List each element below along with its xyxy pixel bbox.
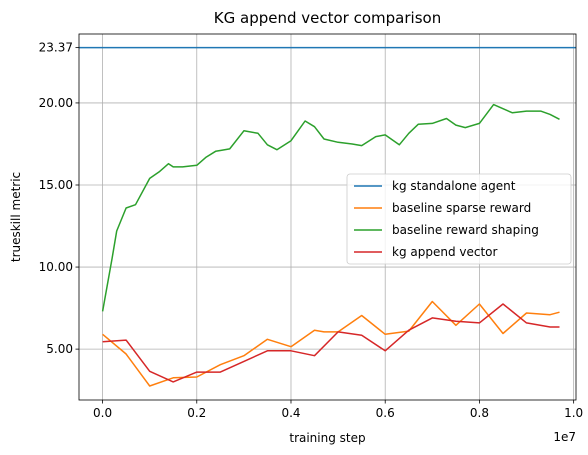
legend-label-baseline-sparse-reward: baseline sparse reward <box>392 201 531 215</box>
x-tick-label: 1.0 <box>564 406 583 420</box>
legend-label-kg-standalone-agent: kg standalone agent <box>392 179 516 193</box>
x-tick-label: 0.0 <box>93 406 112 420</box>
legend-label-kg-append-vector: kg append vector <box>392 245 498 259</box>
x-axis-label: training step <box>289 431 365 445</box>
x-tick-label: 0.2 <box>187 406 206 420</box>
y-axis-label: trueskill metric <box>9 172 23 262</box>
y-tick-label: 5.00 <box>46 342 73 356</box>
y-tick-label: 10.00 <box>39 260 73 274</box>
plot-frame <box>78 33 577 401</box>
series-line-kg-append-vector <box>102 303 560 383</box>
legend: kg standalone agent baseline sparse rewar… <box>346 173 572 265</box>
x-tick-label: 0.8 <box>470 406 489 420</box>
legend-label-baseline-reward-shaping: baseline reward shaping <box>392 223 539 237</box>
y-tick-label: 15.00 <box>39 178 73 192</box>
series-layer <box>79 46 576 387</box>
legend-frame <box>346 173 572 265</box>
y-tick-label: 23.37 <box>39 41 73 55</box>
tick-layer: 0.0 0.2 0.4 0.6 0.8 1.0 5.00 10.00 15.00 20.00 23.… <box>39 41 584 420</box>
chart-title: KG append vector comparison <box>214 9 441 27</box>
y-tick-label: 20.00 <box>39 96 73 110</box>
x-tick-label: 0.4 <box>281 406 300 420</box>
series-line-baseline-reward-shaping <box>101 103 560 312</box>
x-tick-label: 0.6 <box>376 406 395 420</box>
x-axis-offset-label: 1e7 <box>553 430 576 444</box>
